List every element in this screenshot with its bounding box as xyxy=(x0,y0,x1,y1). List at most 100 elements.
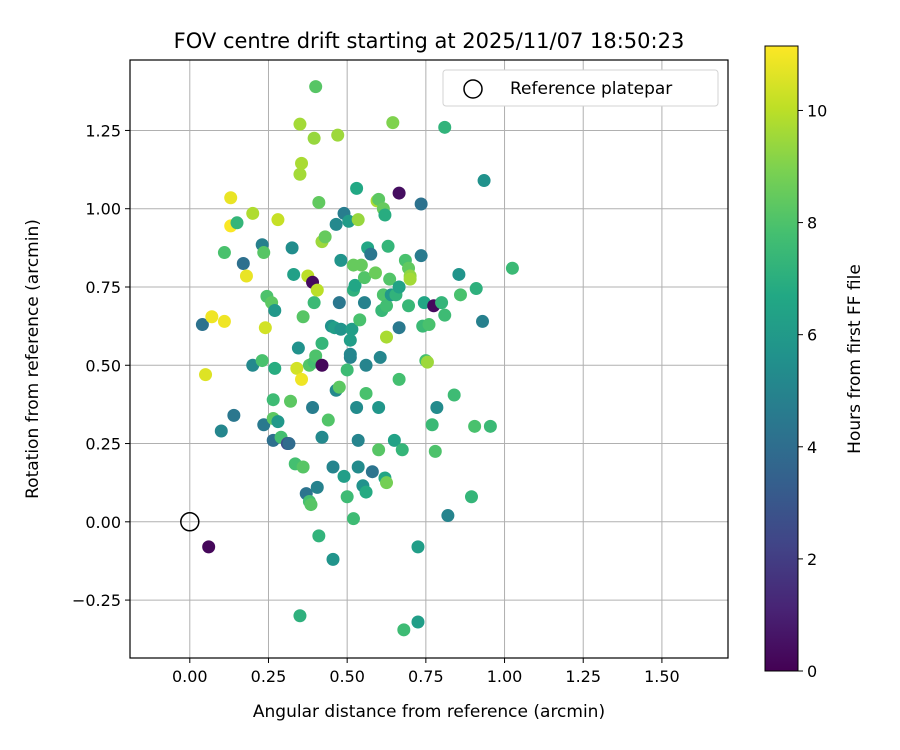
scatter-point xyxy=(315,358,329,372)
scatter-point xyxy=(483,419,497,433)
legend-box xyxy=(442,69,719,107)
scatter-point xyxy=(392,280,406,294)
scatter-point xyxy=(307,296,321,310)
scatter-point xyxy=(345,322,359,336)
x-tick-label: 1.25 xyxy=(565,667,601,686)
scatter-point xyxy=(332,296,346,310)
scatter-point xyxy=(337,469,351,483)
scatter-point xyxy=(351,433,365,447)
scatter-point xyxy=(318,230,332,244)
scatter-point xyxy=(387,433,401,447)
scatter-point xyxy=(411,540,425,554)
scatter-point xyxy=(312,529,326,543)
colorbar-tick-label: 4 xyxy=(807,438,817,457)
scatter-point xyxy=(195,318,209,332)
scatter-point xyxy=(380,299,394,313)
y-tick-label: 0.00 xyxy=(85,513,121,532)
scatter-point xyxy=(452,267,466,281)
y-tick-label: −0.25 xyxy=(72,591,121,610)
scatter-point xyxy=(420,355,434,369)
scatter-point xyxy=(343,347,357,361)
scatter-point xyxy=(202,540,216,554)
scatter-point xyxy=(258,321,272,335)
colorbar-tick-label: 10 xyxy=(807,101,827,120)
scatter-point xyxy=(403,272,417,286)
scatter-point xyxy=(346,512,360,526)
scatter-point xyxy=(350,181,364,195)
scatter-point xyxy=(357,271,371,285)
scatter-point xyxy=(351,460,365,474)
scatter-point xyxy=(381,239,395,253)
scatter-point xyxy=(392,372,406,386)
scatter-point xyxy=(236,257,250,271)
colorbar-tick-label: 0 xyxy=(807,662,817,681)
scatter-point xyxy=(307,131,321,145)
scatter-point xyxy=(329,217,343,231)
x-tick-label: 0.00 xyxy=(172,667,208,686)
scatter-point xyxy=(505,261,519,275)
colorbar-gradient xyxy=(764,45,799,672)
scatter-point xyxy=(312,195,326,209)
scatter-point xyxy=(230,216,244,230)
scatter-point xyxy=(350,401,364,415)
scatter-point xyxy=(309,349,323,363)
x-axis-label: Angular distance from reference (arcmin) xyxy=(253,702,605,722)
y-axis-label: Rotation from reference (arcmin) xyxy=(23,219,43,499)
y-tick-label: 0.50 xyxy=(85,356,121,375)
scatter-point xyxy=(414,197,428,211)
scatter-point xyxy=(378,208,392,222)
x-tick-label: 1.50 xyxy=(644,667,680,686)
scatter-point xyxy=(359,358,373,372)
y-axis-ticks: −0.25 0.00 0.25 0.50 0.75 1.00 1.25 xyxy=(72,121,130,610)
scatter-point xyxy=(397,623,411,637)
scatter-point xyxy=(332,380,346,394)
scatter-point xyxy=(293,609,307,623)
scatter-point xyxy=(368,266,382,280)
colorbar: 0 2 4 6 8 10 Hours from first FF file xyxy=(764,45,865,681)
colorbar-tick-label: 8 xyxy=(807,214,817,233)
colorbar-tick-label: 6 xyxy=(807,326,817,345)
chart-title: FOV centre drift starting at 2025/11/07 … xyxy=(174,29,685,53)
scatter-point xyxy=(271,415,285,429)
scatter-point xyxy=(304,498,318,512)
scatter-point xyxy=(435,296,449,310)
scatter-point xyxy=(217,246,231,260)
scatter-point xyxy=(326,460,340,474)
scatter-point xyxy=(310,480,324,494)
scatter-point xyxy=(357,296,371,310)
scatter-point xyxy=(364,247,378,261)
scatter-point xyxy=(354,258,368,272)
scatter-point xyxy=(255,354,269,368)
scatter-point xyxy=(343,333,357,347)
colorbar-label: Hours from first FF file xyxy=(845,264,865,454)
scatter-point xyxy=(296,460,310,474)
legend-label-reference: Reference platepar xyxy=(510,79,672,99)
scatter-point xyxy=(447,388,461,402)
scatter-point xyxy=(373,350,387,364)
scatter-point xyxy=(359,485,373,499)
x-tick-label: 1.00 xyxy=(487,667,523,686)
scatter-point xyxy=(326,552,340,566)
scatter-point xyxy=(468,419,482,433)
scatter-point xyxy=(422,318,436,332)
scatter-point xyxy=(414,249,428,263)
x-tick-label: 0.75 xyxy=(408,667,444,686)
scatter-point xyxy=(239,269,253,283)
scatter-point xyxy=(293,167,307,181)
scatter-point xyxy=(469,282,483,296)
scatter-point xyxy=(217,314,231,328)
scatter-point xyxy=(268,361,282,375)
scatter-point xyxy=(284,394,298,408)
scatter-point xyxy=(266,393,280,407)
legend: Reference platepar xyxy=(442,69,719,107)
scatter-point xyxy=(340,490,354,504)
scatter-point xyxy=(257,418,271,432)
scatter-point xyxy=(334,322,348,336)
scatter-point xyxy=(295,372,309,386)
scatter-point xyxy=(334,253,348,267)
scatter-point xyxy=(353,313,367,327)
reference-point-marker xyxy=(180,512,200,532)
scatter-point xyxy=(224,191,238,205)
x-tick-label: 0.50 xyxy=(329,667,365,686)
